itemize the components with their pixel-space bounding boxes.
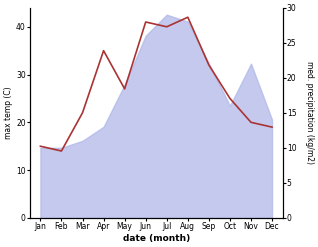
X-axis label: date (month): date (month) xyxy=(123,234,190,243)
Y-axis label: max temp (C): max temp (C) xyxy=(4,86,13,139)
Y-axis label: med. precipitation (kg/m2): med. precipitation (kg/m2) xyxy=(305,61,314,164)
